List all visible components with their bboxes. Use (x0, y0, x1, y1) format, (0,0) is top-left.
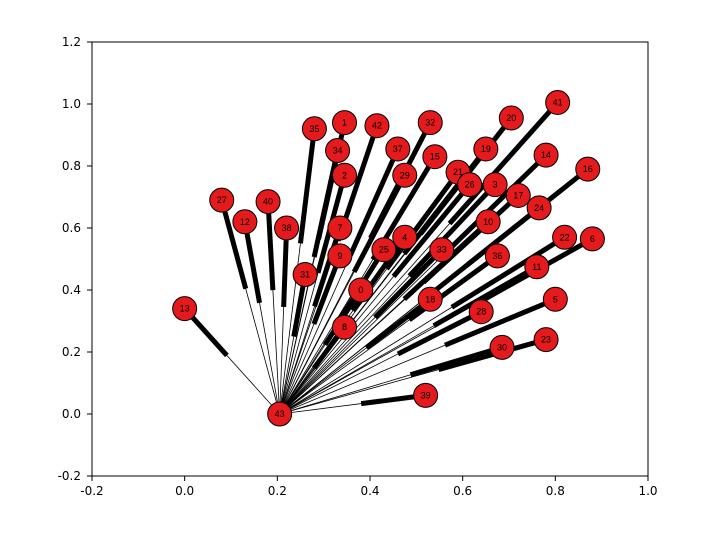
node-label: 2 (342, 170, 347, 180)
node-label: 37 (393, 144, 403, 154)
y-tick-label: -0.2 (58, 469, 81, 483)
node-label: 15 (430, 152, 440, 162)
edge-thick (300, 141, 313, 244)
x-tick-label: 0.6 (453, 484, 472, 498)
x-tick-label: 1.0 (638, 484, 657, 498)
x-tick-label: 0.4 (360, 484, 379, 498)
node-label: 10 (483, 217, 493, 227)
y-tick-label: 1.2 (62, 35, 81, 49)
node-label: 14 (541, 150, 551, 160)
node-label: 7 (337, 223, 342, 233)
x-tick-label: 0.0 (175, 484, 194, 498)
node-label: 9 (337, 251, 342, 261)
node-label: 29 (400, 170, 410, 180)
node-label: 35 (309, 124, 319, 134)
node-label: 22 (560, 232, 570, 242)
node-label: 33 (437, 245, 447, 255)
node-label: 39 (421, 390, 431, 400)
node-label: 17 (513, 190, 523, 200)
node-label: 26 (465, 180, 475, 190)
node-label: 27 (217, 195, 227, 205)
node-label: 34 (333, 146, 343, 156)
edge-thick (269, 214, 273, 290)
node-label: 41 (553, 97, 563, 107)
node-label: 3 (493, 180, 498, 190)
node-label: 30 (497, 342, 507, 352)
node-label: 16 (583, 164, 593, 174)
node-label: 5 (553, 294, 558, 304)
node-label: 12 (240, 217, 250, 227)
node-label: 43 (275, 409, 285, 419)
node-label: 13 (180, 304, 190, 314)
y-tick-label: 0.4 (62, 283, 81, 297)
node-label: 8 (342, 322, 347, 332)
node-label: 38 (282, 223, 292, 233)
node-label: 25 (379, 245, 389, 255)
network-star-chart: -0.2 0.0 0.2 0.4 0.6 0.8 1.0 -0.2 0.0 0.2 0.4 0.6 0.… (0, 0, 720, 536)
x-tick-label: 0.8 (546, 484, 565, 498)
node-label: 4 (402, 232, 407, 242)
x-tick-label: 0.2 (268, 484, 287, 498)
node-label: 1 (342, 118, 347, 128)
node-label: 24 (534, 203, 544, 213)
node-label: 0 (358, 285, 363, 295)
y-tick-label: 0.8 (62, 159, 81, 173)
y-tick-label: 1.0 (62, 97, 81, 111)
node-label: 19 (481, 144, 491, 154)
edge-thick (247, 234, 260, 303)
node-label: 42 (372, 121, 382, 131)
node-label: 32 (425, 118, 435, 128)
node-label: 6 (590, 234, 595, 244)
node-label: 36 (492, 251, 502, 261)
node-label: 31 (300, 270, 310, 280)
node-label: 23 (541, 335, 551, 345)
edge-thick (193, 318, 227, 356)
node-label: 11 (532, 262, 541, 272)
y-tick-label: 0.0 (62, 407, 81, 421)
node-label: 20 (506, 113, 516, 123)
y-tick-label: 0.6 (62, 221, 81, 235)
y-tick-label: 0.2 (62, 345, 81, 359)
edge-thick (284, 240, 287, 307)
node-label: 18 (425, 294, 435, 304)
node-label: 40 (263, 197, 273, 207)
x-tick-label: -0.2 (80, 484, 103, 498)
edge-thick (439, 343, 535, 370)
edge-thick (361, 397, 414, 404)
node-label: 28 (476, 307, 486, 317)
